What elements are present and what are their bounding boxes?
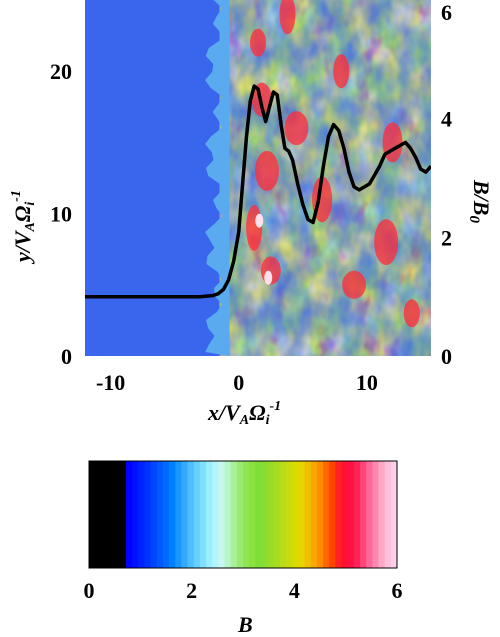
hotspot	[333, 54, 350, 89]
hotspot	[403, 299, 420, 328]
colorbar-swatch	[366, 461, 373, 568]
colorbar-swatch	[249, 461, 256, 568]
colorbar-swatch	[132, 461, 139, 568]
colorbar-swatch	[206, 461, 213, 568]
colorbar-swatch	[323, 461, 330, 568]
colorbar-swatch	[286, 461, 293, 568]
x-axis-ticks: -10 0 10	[96, 370, 378, 395]
colorbar-swatch	[113, 461, 121, 568]
colorbar-swatch	[341, 461, 349, 568]
hotspot	[250, 28, 266, 57]
colorbar-swatch	[150, 461, 158, 568]
colorbar-swatch	[384, 461, 392, 568]
colorbar-swatch	[125, 461, 133, 568]
hotspot	[246, 204, 263, 251]
colorbar-swatch	[310, 461, 318, 568]
heatmap-hotspots	[204, 0, 420, 356]
colorbar-swatch	[372, 461, 380, 568]
y-right-axis-label: B/B0	[466, 179, 494, 223]
y-left-tick-label: 0	[61, 344, 72, 369]
y-right-axis-ticks: 0 2 4 6	[441, 0, 452, 369]
hotspot	[254, 150, 279, 191]
colorbar-swatch	[236, 461, 244, 568]
colorbar-ticks: 0 2 4 6	[84, 578, 403, 603]
y-left-axis-ticks: 0 10 20	[50, 59, 72, 369]
colorbar-swatch	[181, 461, 189, 568]
colorbar-swatch	[199, 461, 207, 568]
colorbar-swatch	[255, 461, 263, 568]
colorbar-swatch	[267, 461, 275, 568]
colorbar-swatch	[360, 461, 367, 568]
colorbar-swatch	[95, 461, 102, 568]
hotspot-core	[264, 270, 273, 285]
colorbar-swatch	[187, 461, 195, 568]
colorbar-swatch	[273, 461, 281, 568]
y-right-tick-label: 0	[441, 344, 452, 369]
colorbar-swatch	[335, 461, 343, 568]
y-left-axis-label: y/VAΩi-1	[9, 190, 38, 265]
colorbar-swatch	[107, 461, 115, 568]
colorbar-swatch	[162, 461, 170, 568]
colorbar-swatch	[347, 461, 355, 568]
colorbar-swatch	[169, 461, 176, 568]
profile-line-b-over-b0	[85, 84, 431, 299]
colorbar-tick-label: 2	[186, 578, 197, 603]
colorbar-swatch	[243, 461, 250, 568]
colorbar-swatch	[224, 461, 232, 568]
colorbar-swatch	[390, 461, 398, 568]
x-tick-label: -10	[96, 370, 125, 395]
x-tick-label: 0	[233, 370, 244, 395]
hotspot	[279, 0, 296, 35]
hotspot	[342, 270, 367, 299]
colorbar-swatch	[298, 461, 306, 568]
colorbar-swatch	[378, 461, 386, 568]
colorbar-swatch	[101, 461, 109, 568]
hotspot	[284, 111, 309, 146]
y-left-tick-label: 10	[50, 202, 72, 227]
colorbar-swatch	[304, 461, 312, 568]
colorbar-swatch	[261, 461, 269, 568]
colorbar-swatch	[138, 461, 146, 568]
colorbar-swatch	[292, 461, 300, 568]
colorbar-swatch	[230, 461, 238, 568]
y-right-tick-label: 6	[441, 0, 452, 25]
colorbar-swatch	[89, 461, 96, 568]
colorbar-tick-label: 0	[84, 578, 95, 603]
front-edge	[204, 0, 230, 356]
x-tick-label: 10	[356, 370, 378, 395]
colorbar	[89, 461, 398, 568]
y-left-tick-label: 20	[50, 59, 72, 84]
colorbar-frame	[88, 460, 398, 569]
colorbar-tick-label: 6	[392, 578, 403, 603]
hotspot	[374, 219, 399, 266]
y-right-tick-label: 2	[441, 225, 452, 250]
y-right-tick-label: 4	[441, 107, 452, 132]
hotspot-core	[255, 213, 264, 228]
colorbar-label: B	[237, 612, 253, 637]
colorbar-tick-label: 4	[289, 578, 300, 603]
colorbar-swatch	[353, 461, 361, 568]
colorbar-swatch	[329, 461, 336, 568]
colorbar-swatch	[212, 461, 219, 568]
colorbar-swatch	[175, 461, 182, 568]
colorbar-swatch	[193, 461, 201, 568]
heatmap-plot	[85, 0, 431, 356]
colorbar-swatch	[156, 461, 164, 568]
colorbar-swatch	[316, 461, 324, 568]
colorbar-swatch	[144, 461, 152, 568]
colorbar-swatch	[279, 461, 287, 568]
colorbar-swatch	[119, 461, 127, 568]
colorbar-swatch	[218, 461, 226, 568]
x-axis-label: x/VAΩi-1	[207, 399, 281, 428]
